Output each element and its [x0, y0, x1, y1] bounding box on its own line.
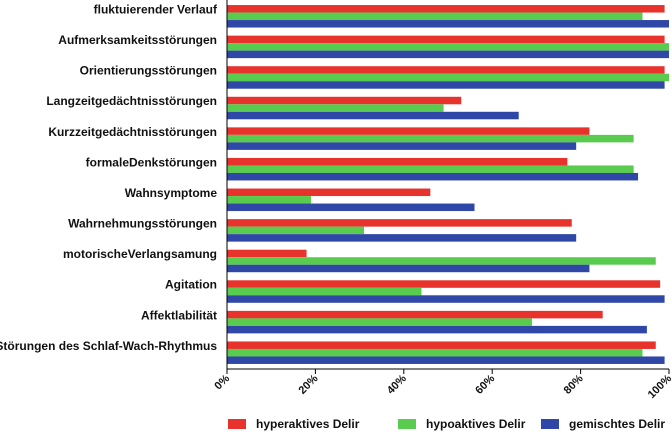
category-label: Affektlabilität — [141, 308, 217, 322]
category-labels: fluktuierender Verlauf Aufmerksamkeitsstö… — [0, 2, 218, 352]
bar-1-8 — [227, 219, 572, 227]
x-tick-label: 60% — [473, 372, 497, 396]
bar-3-9 — [227, 264, 590, 273]
legend-label-3: gemischtes Delir — [569, 417, 665, 431]
bars-group — [227, 5, 669, 364]
category-label: Orientierungsstörungen — [80, 64, 217, 78]
bar-2-12 — [227, 348, 643, 357]
bar-1-11 — [227, 310, 603, 319]
category-label: Langzeitgedächtnisstörungen — [46, 94, 217, 108]
bar-2-3 — [227, 73, 669, 82]
legend-label-2: hypoaktives Delir — [426, 417, 526, 431]
category-label: Wahrnehmungsstörungen — [68, 217, 217, 231]
bar-1-4 — [227, 96, 462, 105]
bar-3-7 — [227, 203, 475, 212]
legend-swatch-3 — [541, 419, 559, 429]
legend-swatch-2 — [398, 419, 416, 429]
bar-3-4 — [227, 111, 519, 120]
category-label: Aufmerksamkeitsstörungen — [58, 33, 217, 47]
bar-2-1 — [227, 12, 643, 21]
x-tick-label: 100% — [646, 372, 672, 401]
bar-1-5 — [227, 127, 590, 135]
bar-2-2 — [227, 43, 669, 51]
legend-swatch-1 — [228, 419, 246, 429]
bar-3-11 — [227, 325, 647, 334]
category-label: Störungen des Schlaf-Wach-Rhythmus — [0, 339, 217, 353]
bar-2-9 — [227, 257, 656, 265]
bar-3-2 — [227, 50, 669, 59]
bar-2-5 — [227, 134, 634, 143]
category-label: motorischeVerlangsamung — [63, 247, 217, 261]
bar-1-1 — [227, 5, 665, 13]
bar-3-6 — [227, 172, 639, 181]
x-tick-label: 0% — [212, 372, 232, 392]
bar-3-5 — [227, 142, 577, 150]
bar-3-8 — [227, 234, 577, 242]
bar-1-12 — [227, 341, 656, 349]
bar-1-7 — [227, 188, 431, 197]
x-tick-label: 20% — [296, 372, 320, 396]
bar-1-2 — [227, 35, 665, 44]
bar-3-1 — [227, 20, 669, 28]
x-axis-ticks: 0% 20% 40% 60% 80% 100% — [212, 369, 672, 401]
bar-1-3 — [227, 66, 665, 74]
bar-2-7 — [227, 196, 311, 204]
category-label: Agitation — [165, 278, 217, 292]
category-label: Kurzzeitgedächtnisstörungen — [48, 125, 217, 139]
bar-1-10 — [227, 280, 661, 288]
bar-1-9 — [227, 249, 307, 258]
category-label: formaleDenkstörungen — [86, 155, 217, 169]
bar-2-8 — [227, 226, 365, 235]
bar-2-4 — [227, 104, 444, 112]
category-label: Wahnsymptome — [125, 186, 218, 200]
bar-1-6 — [227, 157, 568, 166]
x-tick-label: 80% — [562, 372, 586, 396]
bar-2-10 — [227, 287, 422, 296]
category-label: fluktuierender Verlauf — [94, 2, 218, 16]
x-tick-label: 40% — [385, 372, 409, 396]
bar-2-11 — [227, 318, 532, 326]
bar-3-10 — [227, 295, 665, 303]
bar-2-6 — [227, 165, 634, 173]
bar-3-3 — [227, 81, 665, 89]
bar-3-12 — [227, 356, 665, 364]
legend: hyperaktives Delir hypoaktives Delir gemis… — [228, 417, 665, 431]
legend-label-1: hyperaktives Delir — [256, 417, 360, 431]
